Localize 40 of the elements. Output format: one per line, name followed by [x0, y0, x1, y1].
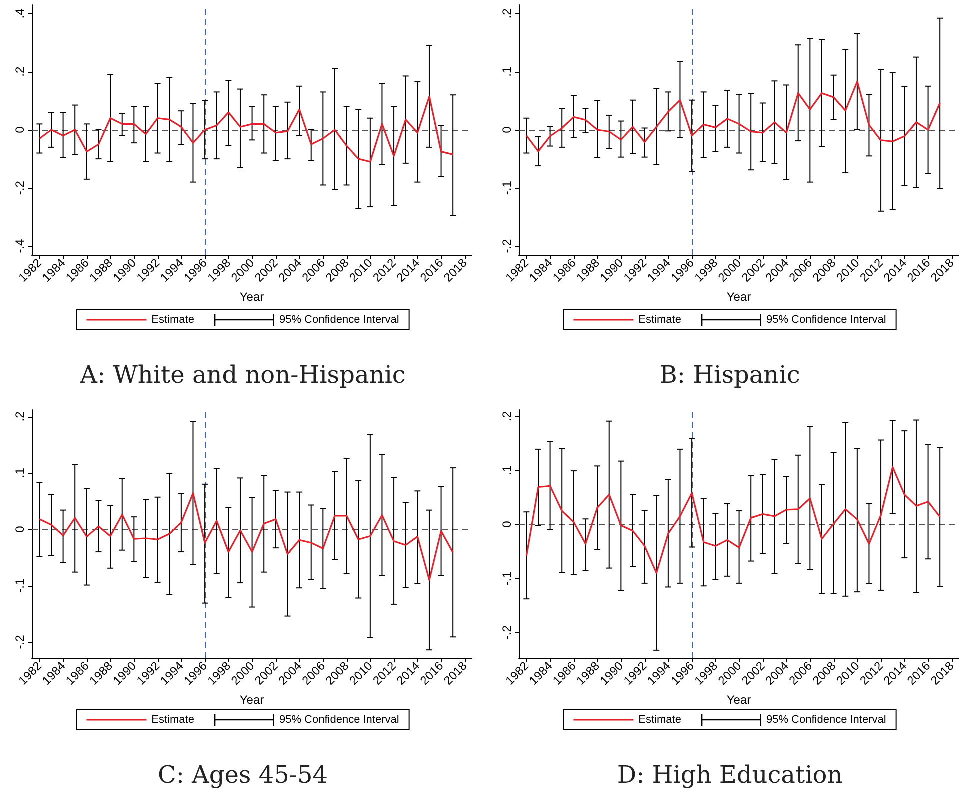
y-tick-label: -.4	[13, 238, 27, 254]
text: 95% Confidence Interval	[279, 714, 400, 726]
y-tick-label: 0	[13, 126, 27, 134]
y-tick-label: 0	[500, 520, 514, 528]
text: A: White and non-Hispanic	[79, 361, 406, 389]
text: Estimate	[638, 314, 682, 326]
y-tick-label: .1	[13, 468, 27, 478]
y-tick-label: -.2	[500, 238, 514, 254]
y-tick-label: -.2	[13, 180, 27, 196]
x-axis-title: Year	[240, 693, 264, 708]
text: Estimate	[638, 714, 682, 726]
text: Estimate	[152, 314, 194, 326]
y-tick-label: .2	[500, 411, 514, 422]
y-tick-label: -.1	[13, 578, 27, 593]
x-axis-title: Year	[726, 693, 752, 708]
text: Estimate	[152, 714, 194, 726]
text: C: Ages 45-54	[158, 761, 328, 789]
y-tick-label: 0	[500, 126, 514, 134]
y-tick-label: .2	[13, 411, 27, 422]
y-tick-label: .4	[13, 8, 27, 19]
y-tick-label: .2	[500, 8, 514, 19]
text: B: Hispanic	[660, 361, 800, 389]
text: 95% Confidence Interval	[279, 314, 400, 326]
y-tick-label: .1	[500, 465, 514, 476]
y-tick-label: .2	[13, 66, 27, 77]
y-tick-label: -.2	[13, 634, 27, 650]
text: 95% Confidence Interval	[766, 714, 886, 726]
y-tick-label: -.2	[500, 625, 514, 640]
text: 95% Confidence Interval	[766, 314, 886, 326]
line-series	[526, 80, 941, 152]
x-axis-title: Year	[726, 290, 752, 304]
y-tick-label: -.1	[500, 180, 514, 196]
y-tick-label: -.1	[500, 571, 514, 586]
text: D: High Education	[617, 761, 843, 789]
line-series	[38, 96, 454, 163]
line-series	[38, 492, 454, 582]
line-series	[526, 466, 941, 574]
y-tick-label: 0	[13, 526, 27, 533]
x-axis-title: Year	[240, 290, 264, 304]
y-tick-label: .1	[500, 66, 514, 77]
